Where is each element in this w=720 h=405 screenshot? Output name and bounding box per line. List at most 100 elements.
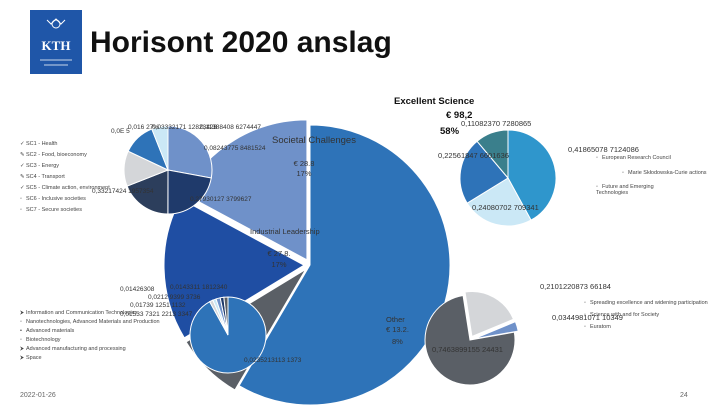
il-label-manufacturing: 0,01533 7321 2213 3347 [120,311,193,318]
industrial-leadership-amount: € 27.8. [267,249,291,258]
other-amount: € 13.2. [386,325,409,334]
legend-text: Advanced manufacturing and processing [26,346,126,352]
legend-text: SC6 - Inclusive societies [26,196,86,202]
societal-challenges-amount: € 28.8 [293,159,315,168]
legend-marker: ◦ [584,324,586,330]
legend-es-msca: ◦ Marie Skłodowska-Curie actions [622,170,707,176]
legend-text: Nanotechnologies, Advanced Materials and… [26,319,160,325]
il-label-ict: 0,0235213113 1373 [244,357,302,364]
legend-sc7: ◦ SC7 - Secure societies [20,207,82,213]
legend-sc5: ✓SC5 - Climate action, environment [20,185,110,191]
sc-label-2: 0,016 27% [128,124,160,131]
excellent-science-share: 58% [440,126,460,137]
main-pie [163,119,451,405]
legend-other-euratom: ◦ Euratom [584,324,611,330]
sc-slice-sc6-inclusive-societies [151,125,169,171]
legend-marker: ✎ [20,152,25,158]
es-label-research-infrastructures: 0,11082370 7280865 [461,119,532,128]
es-slice-european-research-council [507,129,557,221]
es-slice-future-and-emerging-technologies [466,177,532,227]
other-label-euratom: 0,7463899155 24431 [432,345,503,354]
societal-challenges-share: 17% [296,169,312,178]
legend-marker: ✎ [20,174,25,180]
legend-marker: ✓ [20,163,25,169]
legend-text: Marie Skłodowska-Curie actions [628,170,707,176]
legend-es-fet: ◦ Future and Emerging Technologies [596,184,676,196]
legend-sc2: ✎SC2 - Food, bioeconomy [20,152,87,158]
legend-text: Science with and for Society [590,312,660,318]
sc-label-climate: 0,27930127 3799627 [190,196,252,203]
legend-marker: ◦ [20,207,22,213]
other-label-swafs: 0,0344981071 10349 [552,313,623,322]
legend-il-advmat: • Advanced materials [20,328,74,334]
legend-il-nano: ◦ Nanotechnologies, Advanced Materials an… [20,319,160,325]
legend-sc6: ◦ SC6 - Inclusive societies [20,196,86,202]
legend-marker: ◦ [20,196,22,202]
legend-sc4: ✎SC4 - Transport [20,174,65,180]
legend-text: Information and Communication Technologi… [26,310,138,316]
sc-label-4: 0,11388408 6274447 [200,124,261,131]
legend-text: SC5 - Climate action, environment [26,185,110,191]
slide-title: Horisont 2020 anslag [90,26,392,59]
legend-text: European Research Council [602,155,671,161]
legend-sc3: ✓SC3 - Energy [20,163,59,169]
legend-marker: ✓ [20,185,25,191]
legend-marker: ⮞ [20,346,24,352]
logo-background [30,10,82,74]
excellent-science-title: Excellent Science [394,96,475,107]
kth-logo: KTH [30,10,82,74]
legend-text: Biotechnology [26,337,61,343]
legend-text: SC2 - Food, bioeconomy [26,152,87,158]
slide-date: 2022-01-26 [20,392,56,399]
other-slice-euratom [424,294,516,386]
legend-text: SC3 - Energy [26,163,60,169]
industrial-leadership-share: 17% [271,260,287,269]
logo-laurel-lines [40,59,72,66]
sc-slice-sc5-climate-action-environment [167,125,213,179]
sc-label-5: 0,08243775 8481524 [204,145,266,152]
legend-il-space: ⮞ Space [20,355,42,362]
il-label-advmat: 0,0143311 1812340 [170,284,228,291]
excellent-science-amount: € 98,2 [446,110,473,121]
legend-marker: ◦ [584,300,586,306]
sc-label-6: 0,33217424 1957354 [92,188,154,195]
logo-text: KTH [42,38,71,53]
es-slice-research-infrastructures [476,129,509,180]
legend-text: Euratom [590,324,611,330]
legend-text: Space [26,355,42,361]
legend-marker: ⮞ [20,355,24,361]
sc-label-1: 0,0E 5 [111,128,130,135]
slide-page-number: 24 [680,392,688,399]
other-label-spreading: 0,2101220873 66184 [540,282,611,291]
legend-other-spreading: ◦ Spreading excellence and widening parti… [584,300,708,306]
legend-marker: ⮞ [20,310,24,316]
il-slice-space [223,296,229,336]
legend-marker: ◦ [20,319,22,325]
other-slice-science-with-and-for-society [473,320,519,340]
legend-il-manufacturing: ⮞ Advanced manufacturing and processing [20,346,126,353]
industrial-leadership-pie [189,296,267,374]
other-share: 8% [392,337,403,346]
es-label-erc: 0,41865078 7124086 [568,145,639,154]
other-pie [424,291,519,386]
il-label-biotech: 0,0212 9399 3736 [148,294,201,301]
legend-il-ict: ⮞ Information and Communication Technolog… [20,310,138,317]
legend-marker: ✓ [20,141,25,147]
legend-text: SC4 - Transport [26,174,65,180]
legend-text: Future and Emerging Technologies [596,184,654,196]
sc-slice-sc4-transport [167,169,212,215]
legend-es-erc: ◦ European Research Council [596,155,671,161]
excellent-science-pie [459,129,557,227]
legend-text: SC7 - Secure societies [26,207,82,213]
legend-other-swafs: ◦ Science with and for Society [584,312,659,318]
other-title: Other [386,315,405,324]
legend-marker: ◦ [622,170,624,176]
il-label-space: 0,01739 1251 1132 [130,302,186,309]
legend-marker: ◦ [20,337,22,343]
es-label-msca: 0,22561847 6601636 [438,151,509,160]
legend-text: Advanced materials [26,328,75,334]
es-slice-marie-sk-odowska-curie-actions [459,140,509,204]
sc-label-3: 0,03332171 12823428 [152,124,218,131]
legend-text: SC1 - Health [26,141,58,147]
